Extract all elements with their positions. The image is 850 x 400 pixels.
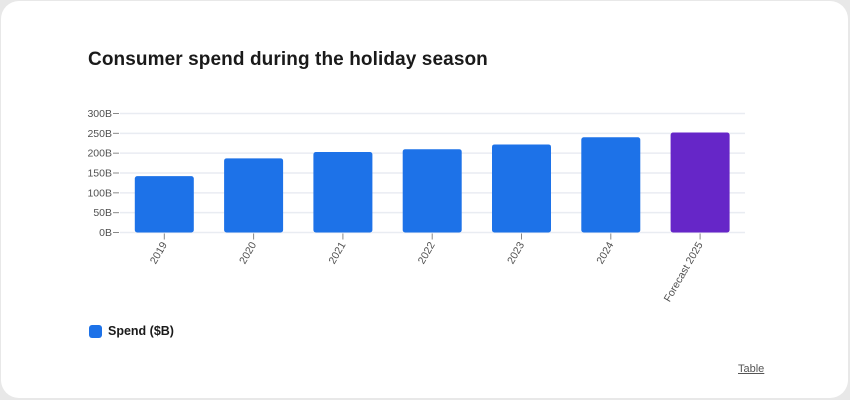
y-tick-label: 150B (87, 168, 112, 180)
x-tick-label: 2021 (326, 240, 348, 266)
x-tick-label: 2020 (237, 240, 259, 266)
x-tick-label: 2022 (416, 240, 438, 266)
bars (134, 132, 730, 233)
legend-label: Spend ($B) (108, 324, 174, 338)
x-tick-label: 2024 (594, 240, 616, 266)
y-tick-label: 250B (87, 128, 112, 140)
table-view-link[interactable]: Table (738, 363, 765, 375)
chart-title: Consumer spend during the holiday season (88, 49, 488, 70)
y-tick-label: 0B (99, 227, 112, 239)
legend: Spend ($B) (89, 324, 174, 338)
bar[interactable] (313, 151, 373, 233)
bar[interactable] (581, 137, 641, 233)
y-axis: 0B 50B 100B 150B 200B 250B 300B (87, 108, 119, 239)
bar[interactable] (670, 132, 730, 233)
x-tick-label: Forecast 2025 (662, 240, 706, 304)
x-tick-label: 2019 (148, 240, 170, 266)
x-tick-label: 2023 (505, 240, 527, 266)
bar[interactable] (224, 158, 284, 233)
y-tick-label: 100B (87, 187, 112, 199)
y-tick-label: 50B (93, 207, 112, 219)
y-tick-label: 300B (87, 108, 112, 120)
y-tick-label: 200B (87, 148, 112, 160)
x-axis: 2019 2020 2021 2022 2023 2024 Forecast 2025 (148, 233, 706, 304)
bar[interactable] (134, 176, 194, 233)
legend-swatch-icon (89, 324, 102, 338)
bar[interactable] (492, 144, 551, 233)
bar[interactable] (402, 149, 462, 233)
